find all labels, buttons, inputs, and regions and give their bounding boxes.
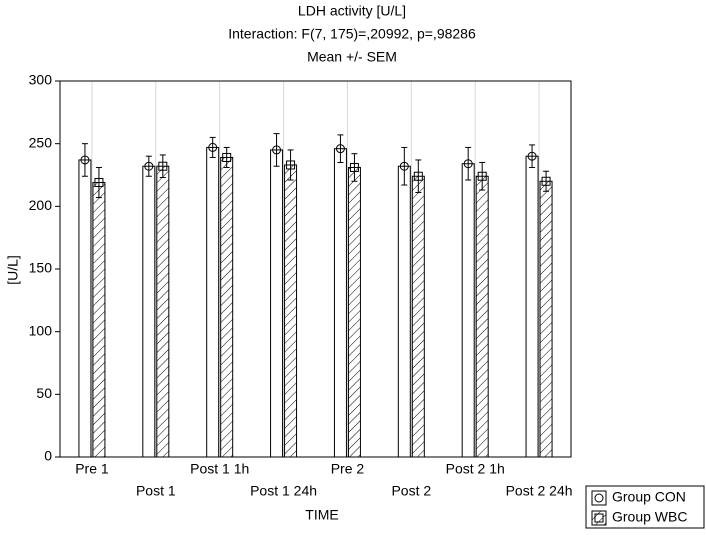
x-tick-label: Post 1 1h bbox=[190, 461, 249, 477]
marker bbox=[272, 145, 282, 155]
plot-frame bbox=[59, 80, 572, 458]
error-bar bbox=[273, 133, 280, 167]
bar bbox=[156, 165, 170, 458]
error-bar bbox=[465, 146, 472, 181]
error-bar bbox=[337, 134, 344, 163]
marker bbox=[594, 513, 604, 523]
legend-label: Group CON bbox=[612, 489, 686, 505]
bar bbox=[461, 163, 475, 458]
marker bbox=[80, 155, 90, 165]
y-tick-label: 0 bbox=[44, 448, 52, 464]
y-tick-label: 300 bbox=[29, 72, 53, 88]
marker bbox=[349, 162, 359, 172]
legend-swatch bbox=[591, 490, 607, 506]
bar bbox=[142, 165, 156, 458]
error-bar bbox=[159, 154, 166, 179]
marker bbox=[286, 160, 296, 170]
chart-note: Mean +/- SEM bbox=[307, 49, 397, 65]
x-tick-label: Pre 2 bbox=[331, 461, 365, 477]
error-bar bbox=[529, 144, 536, 168]
chart-title: LDH activity [U/L] bbox=[298, 3, 406, 19]
marker bbox=[541, 176, 551, 186]
y-tick-label: 100 bbox=[29, 322, 53, 338]
error-bar bbox=[479, 161, 486, 191]
y-tick-label: 200 bbox=[29, 197, 53, 213]
x-tick-label: Post 1 24h bbox=[250, 483, 317, 499]
bar bbox=[78, 159, 92, 458]
error-bar bbox=[287, 149, 294, 181]
bar bbox=[411, 175, 425, 458]
error-bar bbox=[543, 170, 550, 192]
marker bbox=[527, 151, 537, 161]
bar bbox=[539, 180, 553, 458]
marker bbox=[208, 142, 218, 152]
x-tick-label: Pre 1 bbox=[75, 461, 109, 477]
marker bbox=[413, 171, 423, 181]
bar bbox=[92, 182, 106, 458]
error-bar bbox=[145, 155, 152, 177]
error-bar bbox=[415, 159, 422, 194]
bar bbox=[347, 166, 361, 458]
bar bbox=[206, 146, 220, 458]
x-tick-label: Post 2 24h bbox=[506, 483, 573, 499]
marker bbox=[144, 161, 154, 171]
error-bar bbox=[209, 136, 216, 158]
marker bbox=[222, 152, 232, 162]
bar bbox=[475, 175, 489, 458]
error-bar bbox=[351, 153, 358, 182]
bar bbox=[397, 165, 411, 458]
bar bbox=[220, 156, 234, 458]
bar bbox=[270, 149, 284, 458]
legend-swatch bbox=[591, 510, 607, 526]
marker bbox=[477, 171, 487, 181]
bar bbox=[284, 164, 298, 458]
error-bar bbox=[223, 146, 230, 168]
marker bbox=[594, 493, 604, 503]
bar bbox=[525, 155, 539, 458]
marker bbox=[158, 161, 168, 171]
x-tick-label: Post 2 1h bbox=[446, 461, 505, 477]
x-tick-label: Post 1 bbox=[136, 483, 176, 499]
marker bbox=[463, 159, 473, 169]
legend-label: Group WBC bbox=[612, 509, 687, 525]
y-tick-label: 250 bbox=[29, 134, 53, 150]
bar bbox=[333, 148, 347, 458]
error-bar bbox=[95, 166, 102, 199]
marker bbox=[335, 144, 345, 154]
error-bar bbox=[401, 146, 408, 186]
marker bbox=[94, 178, 104, 188]
x-tick-label: Post 2 bbox=[391, 483, 431, 499]
chart-subtitle: Interaction: F(7, 175)=,20992, p=,98286 bbox=[228, 26, 476, 42]
y-tick-label: 50 bbox=[36, 385, 52, 401]
y-axis-label: [U/L] bbox=[5, 255, 21, 285]
y-tick-label: 150 bbox=[29, 260, 53, 276]
x-axis-label: TIME bbox=[305, 507, 338, 523]
error-bar bbox=[81, 143, 88, 177]
marker bbox=[399, 161, 409, 171]
